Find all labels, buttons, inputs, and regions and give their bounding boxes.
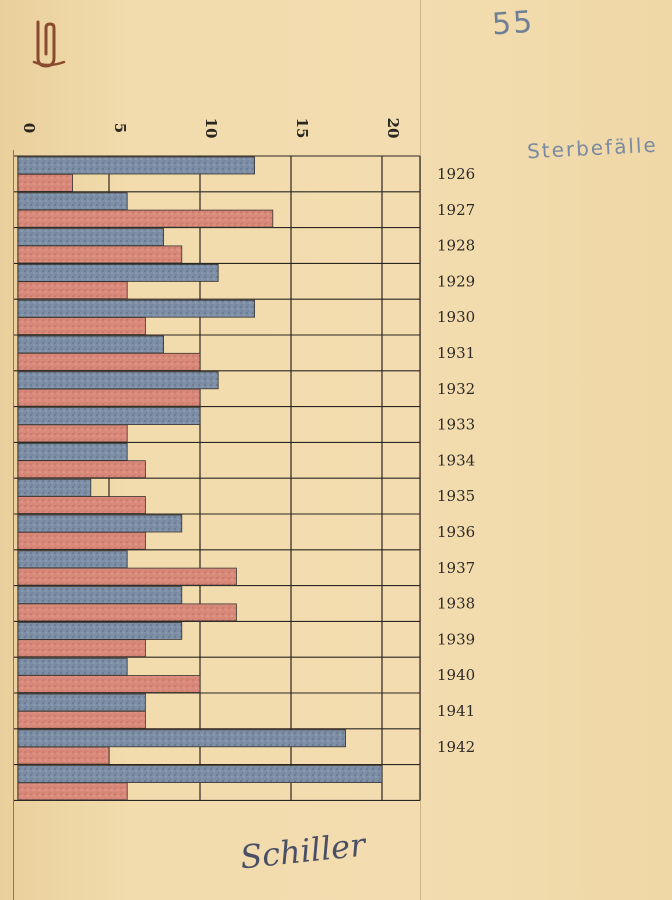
x-tick-label-10: 10 (202, 118, 220, 139)
year-label-1937: 1937 (437, 559, 475, 577)
year-label-1929: 1929 (437, 272, 475, 290)
year-label-1933: 1933 (437, 416, 475, 434)
year-label-1941: 1941 (437, 702, 475, 720)
bar-series-b-1926 (17, 173, 73, 192)
year-label-1931: 1931 (437, 344, 475, 362)
year-label-1928: 1928 (437, 237, 475, 255)
bar-series-b-1941 (17, 710, 146, 729)
bar-series-a-1927 (17, 192, 128, 211)
x-axis-ticks: 0 5 10 15 20 (20, 118, 402, 139)
bar-series-b-1933 (17, 424, 128, 443)
bar-series-b-1942 (17, 746, 110, 765)
year-label-1932: 1932 (437, 380, 475, 398)
bar-series-b-1927 (17, 209, 274, 228)
bars (17, 156, 383, 801)
bar-series-a-1928 (17, 228, 165, 247)
grid (14, 155, 421, 801)
year-label-1927: 1927 (437, 201, 475, 219)
year-label-1934: 1934 (437, 451, 475, 469)
year-label-1939: 1939 (437, 630, 475, 648)
bar-series-a-1937 (17, 550, 128, 569)
bar-extra-b-0 (17, 782, 128, 801)
year-label-1942: 1942 (437, 738, 475, 756)
bar-series-a-1935 (17, 478, 92, 497)
bar-series-a-1939 (17, 622, 183, 640)
bar-series-b-1931 (17, 352, 201, 371)
bar-series-a-1941 (17, 693, 146, 712)
bar-series-b-1937 (17, 567, 237, 586)
bar-series-b-1935 (17, 496, 146, 514)
year-label-1940: 1940 (437, 666, 475, 684)
paperclip-icon (32, 20, 66, 68)
bar-series-a-1926 (17, 156, 256, 175)
bar-series-b-1932 (17, 388, 201, 407)
bar-series-a-1932 (17, 371, 219, 390)
bar-series-a-1933 (17, 407, 201, 426)
x-tick-label-0: 0 (20, 123, 38, 133)
bar-series-b-1928 (17, 245, 183, 264)
bar-series-a-1938 (17, 586, 183, 604)
x-tick-label-5: 5 (111, 123, 129, 133)
bar-series-a-1936 (17, 514, 183, 533)
page-edge-line (13, 150, 14, 900)
bar-series-b-1940 (17, 675, 201, 693)
bar-series-b-1938 (17, 603, 237, 622)
year-label-1938: 1938 (437, 595, 475, 613)
bar-series-b-1929 (17, 281, 128, 300)
x-tick-label-20: 20 (384, 118, 402, 139)
x-tick-label-15: 15 (293, 118, 311, 139)
bar-series-b-1934 (17, 460, 146, 479)
bar-extra-a-0 (17, 765, 383, 783)
bar-series-a-1931 (17, 335, 165, 354)
bar-series-a-1940 (17, 657, 128, 676)
bar-series-b-1930 (17, 317, 146, 335)
bar-series-a-1934 (17, 442, 128, 461)
year-label-1930: 1930 (437, 308, 475, 326)
bar-series-a-1929 (17, 263, 219, 282)
bar-series-b-1939 (17, 639, 146, 658)
year-label-1926: 1926 (437, 165, 475, 183)
year-label-1936: 1936 (437, 523, 475, 541)
year-labels: 1926 1927 1928 1929 1930 1931 1932 1933 1934 1935… (437, 165, 475, 756)
bar-series-a-1930 (17, 299, 256, 318)
bar-series-a-1942 (17, 729, 347, 748)
bar-series-b-1936 (17, 531, 146, 550)
year-label-1935: 1935 (437, 487, 475, 505)
